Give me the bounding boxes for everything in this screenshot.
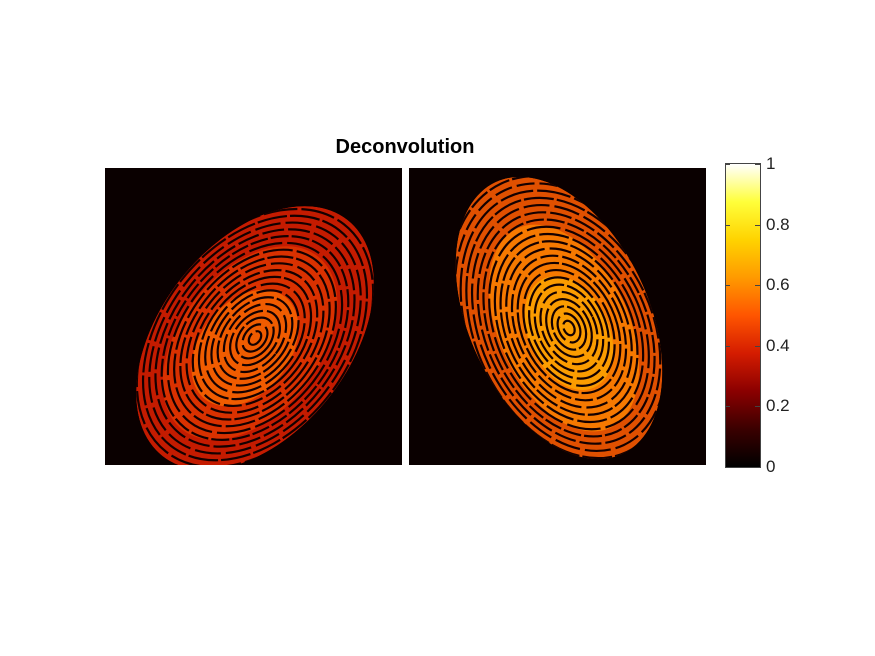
colorbar — [725, 163, 761, 468]
figure-title: Deconvolution — [335, 136, 475, 158]
colorbar-tick-label: 0.4 — [766, 335, 790, 355]
fingerprint-image-left — [105, 168, 402, 465]
colorbar-gradient — [725, 163, 761, 468]
image-panel-right — [409, 168, 706, 465]
colorbar-tick-mark — [725, 164, 730, 165]
colorbar-tick-mark — [725, 285, 730, 287]
image-panel-left — [105, 168, 402, 465]
colorbar-tick-mark — [755, 224, 760, 226]
colorbar-tick-mark — [725, 224, 730, 226]
colorbar-tick-label: 1 — [766, 154, 776, 173]
colorbar-tick-mark — [755, 406, 760, 408]
colorbar-tick-mark — [755, 345, 760, 347]
colorbar-tick-label: 0.8 — [766, 214, 790, 234]
colorbar-tick-mark — [755, 164, 760, 165]
fingerprint-image-right — [409, 168, 706, 465]
colorbar-tick-label: 0.2 — [766, 396, 790, 416]
colorbar-tick-mark — [725, 467, 730, 468]
colorbar-tick-mark — [755, 285, 760, 287]
colorbar-tick-mark — [725, 345, 730, 347]
colorbar-tick-label: 0 — [766, 457, 776, 476]
colorbar-tick-mark — [725, 406, 730, 408]
colorbar-tick-mark — [755, 467, 760, 468]
colorbar-tick-label: 0.6 — [766, 275, 790, 295]
